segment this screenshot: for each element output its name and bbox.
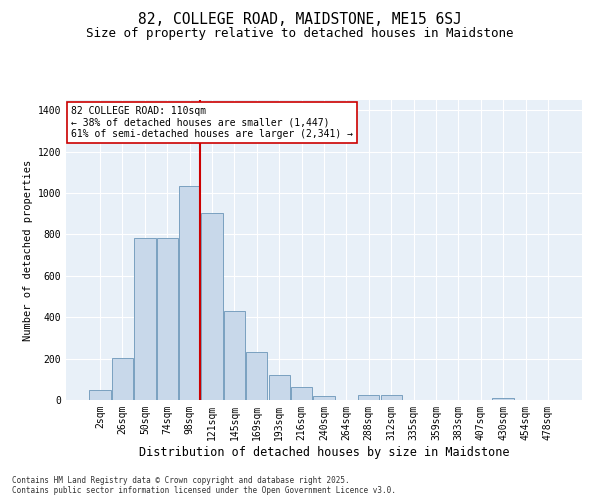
X-axis label: Distribution of detached houses by size in Maidstone: Distribution of detached houses by size … [139, 446, 509, 458]
Bar [246, 352, 268, 400]
Bar [224, 311, 245, 400]
Text: 82, COLLEGE ROAD, MAIDSTONE, ME15 6SJ: 82, COLLEGE ROAD, MAIDSTONE, ME15 6SJ [138, 12, 462, 28]
Bar [112, 358, 133, 400]
Bar [291, 386, 312, 400]
Text: Contains HM Land Registry data © Crown copyright and database right 2025.
Contai: Contains HM Land Registry data © Crown c… [12, 476, 396, 495]
Bar [269, 375, 290, 400]
Text: 82 COLLEGE ROAD: 110sqm
← 38% of detached houses are smaller (1,447)
61% of semi: 82 COLLEGE ROAD: 110sqm ← 38% of detache… [71, 106, 353, 139]
Bar [157, 238, 178, 400]
Bar [89, 390, 111, 400]
Bar [313, 396, 335, 400]
Bar [493, 398, 514, 400]
Bar [358, 395, 379, 400]
Bar [134, 238, 155, 400]
Bar [380, 395, 402, 400]
Bar [179, 186, 200, 400]
Text: Size of property relative to detached houses in Maidstone: Size of property relative to detached ho… [86, 28, 514, 40]
Y-axis label: Number of detached properties: Number of detached properties [23, 160, 34, 340]
Bar [202, 213, 223, 400]
